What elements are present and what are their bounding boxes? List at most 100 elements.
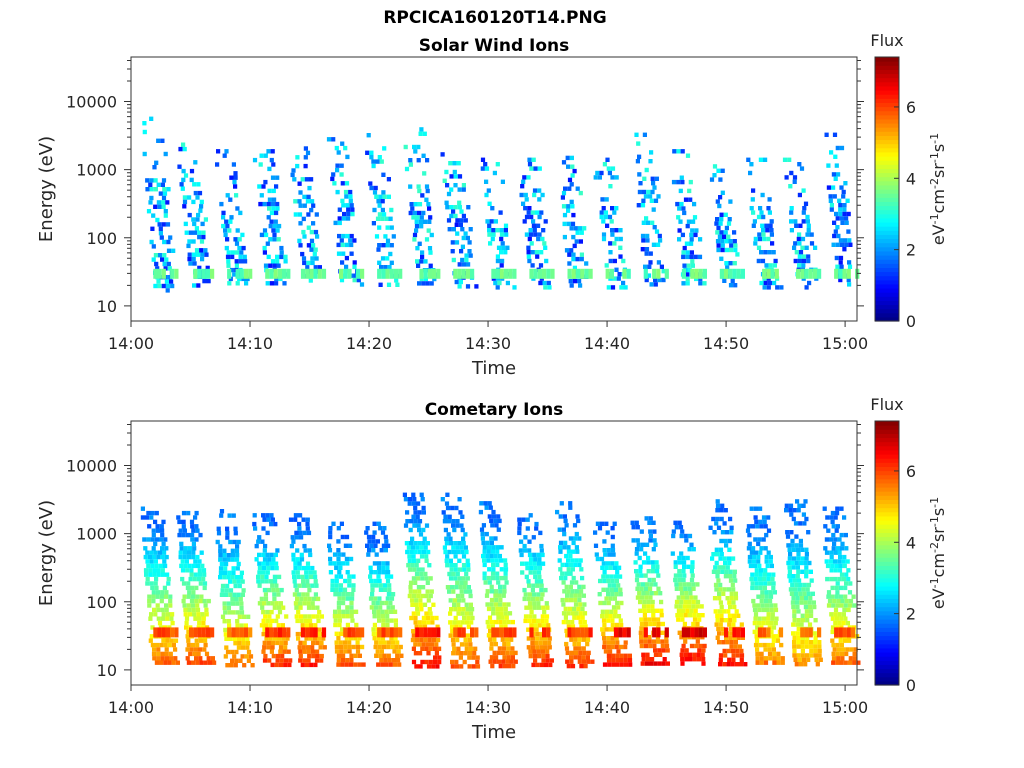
flux-cell: [762, 576, 767, 582]
flux-cell: [230, 601, 236, 606]
flux-cell: [577, 597, 582, 603]
flux-cell: [610, 228, 615, 233]
flux-cell: [369, 578, 374, 584]
flux-cell: [224, 149, 229, 154]
flux-cell: [246, 649, 252, 655]
flux-cell: [265, 552, 270, 558]
flux-band-cell: [189, 627, 194, 638]
flux-cell: [839, 642, 844, 648]
flux-cell: [637, 172, 642, 177]
x-tick-label: 14:50: [703, 334, 749, 353]
flux-cell: [235, 250, 240, 255]
flux-cell: [313, 265, 318, 270]
flux-cell: [722, 234, 727, 239]
flux-cell: [457, 187, 462, 192]
flux-cell: [383, 234, 388, 239]
flux-cell: [375, 159, 380, 164]
colorbar-segment: [875, 234, 899, 240]
flux-cell: [428, 659, 433, 665]
flux-cell: [790, 600, 795, 605]
flux-cell: [791, 574, 796, 579]
flux-cell: [317, 609, 322, 615]
flux-cell: [720, 190, 725, 195]
flux-band-cell: [626, 627, 631, 638]
flux-cell: [794, 560, 799, 566]
flux-cell: [333, 609, 338, 614]
flux-band-cell: [681, 268, 686, 279]
flux-cell: [306, 658, 311, 663]
flux-cell: [450, 629, 455, 634]
flux-cell: [578, 283, 583, 288]
flux-cell: [698, 276, 703, 282]
flux-cell: [657, 648, 662, 653]
flux-cell: [656, 194, 661, 199]
flux-cell: [159, 642, 164, 648]
flux-cell: [503, 575, 508, 581]
flux-cell: [524, 214, 530, 220]
flux-cell: [568, 505, 573, 510]
flux-cell: [463, 532, 468, 537]
flux-cell: [274, 662, 279, 668]
flux-cell: [294, 530, 299, 536]
flux-cell: [163, 266, 168, 271]
flux-cell: [612, 521, 617, 526]
flux-cell: [720, 168, 725, 173]
flux-cell: [309, 229, 314, 235]
flux-cell: [720, 530, 725, 535]
flux-cell: [618, 587, 623, 592]
flux-cell: [578, 602, 583, 607]
colorbar-segment: [875, 668, 899, 674]
flux-cell: [341, 233, 346, 239]
flux-cell: [650, 608, 655, 613]
flux-cell: [577, 584, 582, 590]
flux-cell: [409, 541, 414, 546]
flux-cell: [377, 618, 382, 623]
flux-cell: [279, 254, 284, 260]
flux-cell: [256, 579, 261, 584]
flux-cell: [822, 506, 827, 511]
flux-cell: [733, 596, 739, 601]
flux-cell: [728, 239, 733, 244]
flux-cell: [299, 552, 304, 558]
flux-cell: [839, 185, 844, 190]
flux-cell: [541, 653, 546, 659]
flux-cell: [825, 563, 831, 569]
flux-cell: [491, 514, 497, 519]
flux-cell: [342, 640, 348, 645]
flux-cell: [835, 581, 840, 586]
colorbar-segment: [875, 606, 899, 612]
colorbar-segment: [875, 482, 899, 488]
flux-cell: [264, 232, 269, 238]
flux-cell: [164, 554, 169, 560]
flux-cell: [538, 263, 544, 268]
flux-cell: [490, 575, 496, 581]
flux-cell: [730, 648, 736, 654]
flux-cell: [809, 613, 814, 618]
flux-cell: [197, 265, 202, 271]
flux-cell: [615, 658, 620, 663]
flux-cell: [157, 204, 162, 209]
flux-cell: [793, 258, 798, 264]
flux-cell: [296, 609, 301, 615]
flux-cell: [610, 232, 615, 237]
flux-cell: [534, 579, 539, 584]
flux-cell: [827, 598, 833, 604]
flux-cell: [753, 612, 759, 617]
flux-cell: [801, 263, 806, 268]
flux-cell: [462, 659, 467, 665]
flux-cell: [271, 188, 276, 194]
flux-cell: [497, 593, 502, 598]
flux-cell: [829, 515, 834, 520]
flux-cell: [426, 651, 431, 656]
flux-cell: [838, 203, 843, 208]
flux-cell: [656, 242, 661, 247]
flux-cell: [196, 612, 201, 617]
flux-cell: [761, 620, 766, 626]
flux-cell: [164, 594, 169, 599]
flux-cell: [800, 556, 805, 561]
flux-cell: [227, 228, 232, 233]
flux-cell: [721, 565, 726, 570]
flux-cell: [522, 587, 527, 593]
flux-cell: [839, 264, 844, 269]
flux-cell: [847, 238, 852, 243]
